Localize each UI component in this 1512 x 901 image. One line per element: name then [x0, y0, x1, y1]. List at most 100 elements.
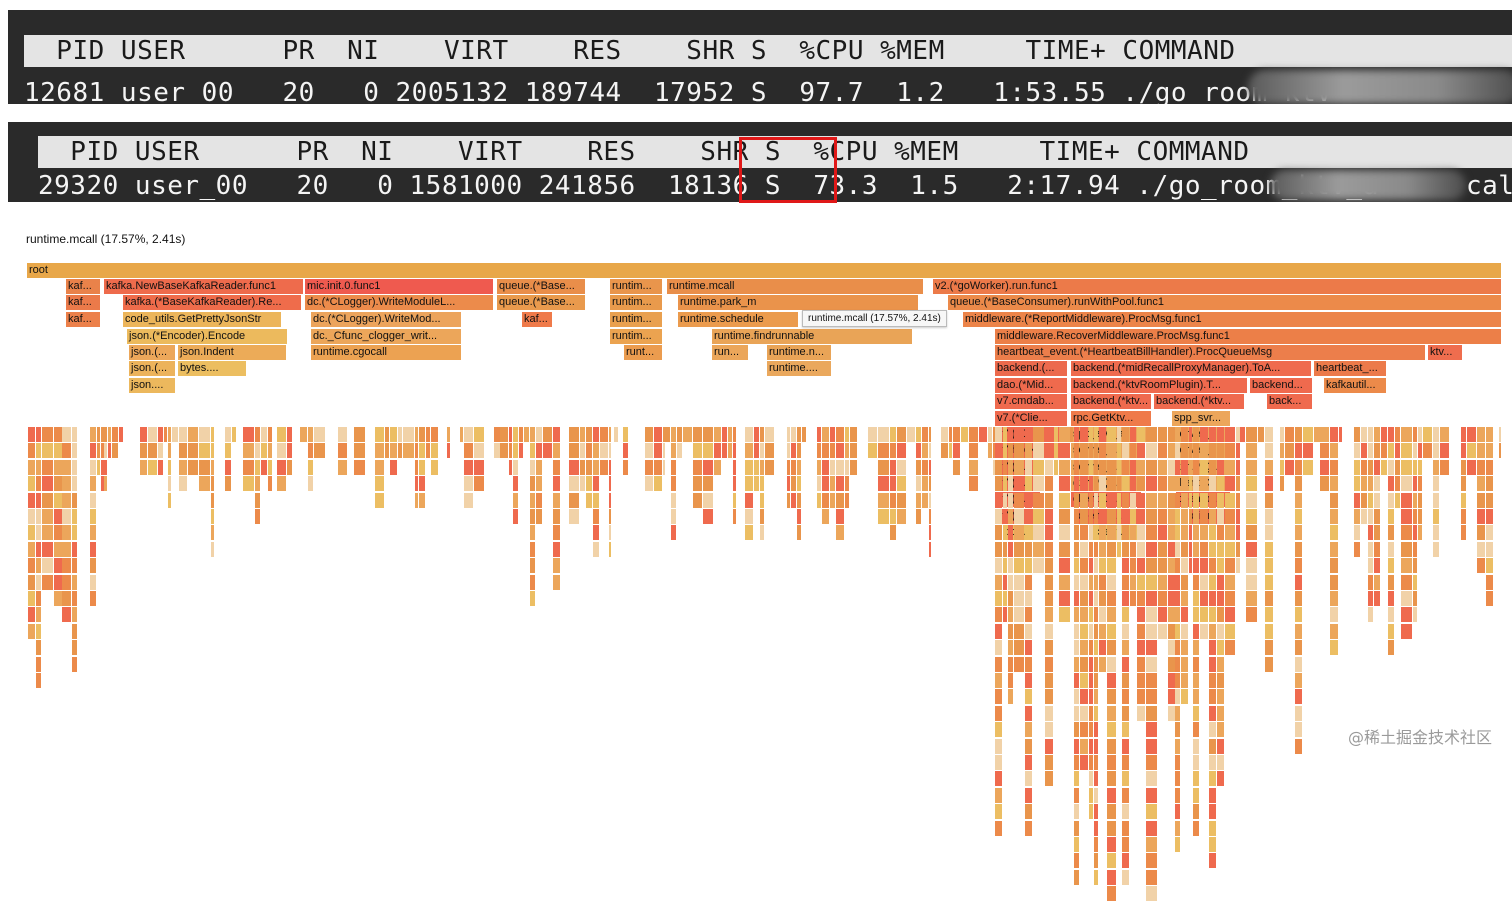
flame-frame-unlabeled[interactable] [1089, 656, 1093, 672]
flame-frame-unlabeled[interactable] [530, 443, 535, 459]
flame-frame-unlabeled[interactable] [1175, 755, 1180, 770]
flame-frame-unlabeled[interactable] [760, 427, 764, 442]
flame-frame-unlabeled[interactable] [1158, 558, 1167, 574]
flame-frame-unlabeled[interactable] [1225, 492, 1235, 508]
flame-frame-unlabeled[interactable] [1413, 607, 1417, 623]
flame-frame-unlabeled[interactable] [1320, 459, 1329, 475]
flame-frame-unlabeled[interactable] [1008, 591, 1013, 606]
flame-frame-unlabeled[interactable] [995, 705, 1002, 721]
flame-frame-unlabeled[interactable] [1418, 427, 1422, 442]
flame-frame[interactable]: runtim... [610, 329, 662, 344]
flame-frame-unlabeled[interactable] [36, 476, 41, 492]
flame-frame-unlabeled[interactable] [1074, 509, 1079, 524]
flame-frame-unlabeled[interactable] [1122, 804, 1129, 820]
flame-frame-unlabeled[interactable] [995, 525, 1002, 541]
flame-frame-unlabeled[interactable] [1137, 525, 1145, 541]
flame-frame-unlabeled[interactable] [509, 443, 512, 459]
flame-frame-unlabeled[interactable] [1413, 459, 1417, 475]
flame-frame-unlabeled[interactable] [1122, 722, 1129, 738]
flame-frame[interactable]: runtime.... [767, 361, 831, 376]
flame-frame-unlabeled[interactable] [1413, 509, 1417, 524]
flame-frame-unlabeled[interactable] [419, 459, 425, 475]
flame-frame-unlabeled[interactable] [188, 427, 198, 442]
flame-frame-unlabeled[interactable] [1074, 574, 1079, 590]
flame-frame-unlabeled[interactable] [995, 607, 1002, 623]
flame-frame-unlabeled[interactable] [1236, 558, 1240, 574]
flame-frame-unlabeled[interactable] [1025, 804, 1032, 820]
flame-frame-unlabeled[interactable] [1099, 525, 1106, 541]
flame-frame-unlabeled[interactable] [1388, 525, 1394, 541]
flame-frame-unlabeled[interactable] [836, 427, 844, 442]
flame-frame-unlabeled[interactable] [1265, 656, 1273, 672]
flame-frame-unlabeled[interactable] [62, 509, 71, 524]
flame-frame-unlabeled[interactable] [1158, 476, 1167, 492]
flame-frame-unlabeled[interactable] [1217, 558, 1224, 574]
flame-frame-unlabeled[interactable] [1122, 673, 1129, 688]
flame-frame-unlabeled[interactable] [1025, 771, 1032, 787]
flame-frame-unlabeled[interactable] [745, 509, 753, 524]
flame-frame-unlabeled[interactable] [961, 427, 968, 442]
flame-frame-unlabeled[interactable] [1181, 673, 1188, 688]
flame-frame-unlabeled[interactable] [553, 541, 560, 557]
flame-frame-unlabeled[interactable] [90, 558, 96, 574]
flame-frame-unlabeled[interactable] [553, 558, 560, 574]
flame-frame-unlabeled[interactable] [1200, 476, 1208, 492]
flame-frame-unlabeled[interactable] [1146, 820, 1157, 836]
flame-frame-unlabeled[interactable] [1175, 722, 1180, 738]
flame-frame-unlabeled[interactable] [1440, 427, 1449, 442]
flame-frame-unlabeled[interactable] [1200, 591, 1208, 606]
flame-frame-unlabeled[interactable] [1200, 558, 1208, 574]
flame-frame-unlabeled[interactable] [474, 443, 484, 459]
flame-frame-unlabeled[interactable] [1054, 459, 1058, 475]
flame-frame-unlabeled[interactable] [1225, 459, 1235, 475]
flame-frame-unlabeled[interactable] [1146, 541, 1157, 557]
flame-frame-unlabeled[interactable] [1008, 443, 1013, 459]
flame-frame-unlabeled[interactable] [897, 427, 906, 442]
flame-frame-unlabeled[interactable] [677, 427, 682, 442]
flame-frame-unlabeled[interactable] [728, 427, 732, 442]
flame-frame-unlabeled[interactable] [1146, 755, 1157, 770]
flame-frame-unlabeled[interactable] [916, 492, 921, 508]
flame-frame-unlabeled[interactable] [1158, 525, 1167, 541]
flame-frame-unlabeled[interactable] [1209, 738, 1216, 754]
flame-frame-unlabeled[interactable] [953, 459, 960, 475]
flame-frame-unlabeled[interactable] [600, 443, 608, 459]
flame-frame-unlabeled[interactable] [1122, 525, 1129, 541]
flame-frame-unlabeled[interactable] [1094, 820, 1098, 836]
flame-frame-unlabeled[interactable] [1117, 427, 1121, 442]
flame-frame-unlabeled[interactable] [1080, 443, 1088, 459]
flame-frame-unlabeled[interactable] [890, 459, 896, 475]
flame-frame-unlabeled[interactable] [1486, 509, 1493, 524]
flame-frame-unlabeled[interactable] [1122, 689, 1129, 705]
flame-frame-unlabeled[interactable] [1059, 541, 1070, 557]
flame-frame-unlabeled[interactable] [1217, 476, 1224, 492]
flame-frame-unlabeled[interactable] [42, 459, 53, 475]
flame-frame-unlabeled[interactable] [1209, 722, 1216, 738]
flame-frame-unlabeled[interactable] [277, 459, 286, 475]
flame-frame-unlabeled[interactable] [553, 459, 560, 475]
flame-frame-unlabeled[interactable] [1181, 607, 1188, 623]
flame-frame-unlabeled[interactable] [1295, 459, 1302, 475]
flame-frame-unlabeled[interactable] [1374, 574, 1380, 590]
flame-frame-unlabeled[interactable] [277, 476, 286, 492]
flame-frame-unlabeled[interactable] [1146, 476, 1157, 492]
flame-frame-unlabeled[interactable] [419, 443, 425, 459]
flame-frame-unlabeled[interactable] [1193, 443, 1199, 459]
flame-frame-unlabeled[interactable] [1122, 509, 1129, 524]
flame-frame[interactable]: backend.(*ktv... [1154, 394, 1244, 409]
flame-frame[interactable]: runtim... [610, 279, 662, 294]
flame-frame-unlabeled[interactable] [72, 656, 77, 672]
flame-frame-unlabeled[interactable] [1003, 492, 1007, 508]
flame-frame-unlabeled[interactable] [1368, 541, 1373, 557]
flame-frame-unlabeled[interactable] [1033, 558, 1044, 574]
flame-frame-unlabeled[interactable] [1401, 558, 1412, 574]
flame-frame-unlabeled[interactable] [1181, 689, 1188, 705]
flame-frame-unlabeled[interactable] [1413, 443, 1417, 459]
flame-frame-unlabeled[interactable] [1189, 525, 1192, 541]
flame-frame-unlabeled[interactable] [703, 509, 713, 524]
flame-frame-unlabeled[interactable] [1089, 771, 1093, 787]
flame-frame-unlabeled[interactable] [1175, 623, 1180, 639]
flame-frame-unlabeled[interactable] [54, 509, 62, 524]
flame-frame[interactable]: heartbeat_... [1314, 361, 1386, 376]
flame-frame-unlabeled[interactable] [1074, 673, 1079, 688]
